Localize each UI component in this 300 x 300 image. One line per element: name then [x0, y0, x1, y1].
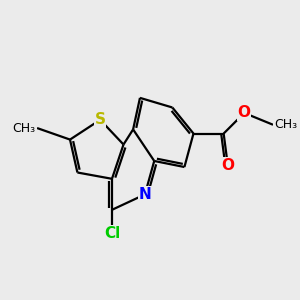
Text: O: O	[238, 106, 251, 121]
Text: S: S	[95, 112, 106, 127]
Text: Cl: Cl	[104, 226, 120, 241]
Text: O: O	[221, 158, 234, 172]
Text: N: N	[139, 187, 151, 202]
Text: CH₃: CH₃	[13, 122, 36, 134]
Text: CH₃: CH₃	[274, 118, 298, 131]
